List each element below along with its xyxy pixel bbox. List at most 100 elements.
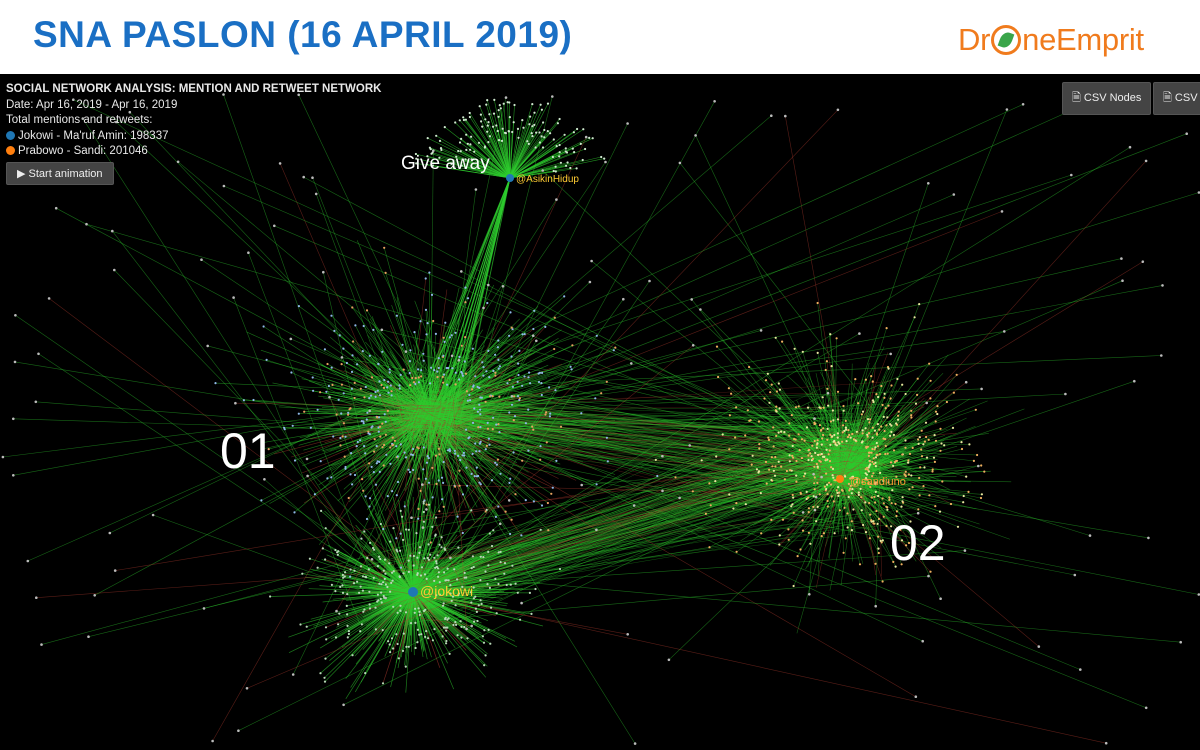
- node[interactable]: [832, 440, 835, 443]
- node[interactable]: [444, 321, 447, 324]
- node[interactable]: [384, 583, 387, 586]
- node[interactable]: [910, 416, 913, 419]
- node[interactable]: [422, 446, 425, 449]
- node[interactable]: [832, 500, 835, 503]
- node[interactable]: [326, 477, 329, 480]
- node[interactable]: [398, 384, 401, 387]
- node[interactable]: [364, 452, 367, 455]
- node[interactable]: [269, 595, 272, 598]
- node[interactable]: [321, 547, 324, 550]
- node[interactable]: [360, 623, 363, 626]
- node[interactable]: [247, 251, 250, 254]
- node[interactable]: [435, 594, 438, 597]
- node[interactable]: [604, 160, 607, 164]
- node[interactable]: [910, 409, 913, 412]
- node[interactable]: [417, 507, 420, 510]
- node[interactable]: [374, 390, 377, 394]
- node[interactable]: [849, 487, 852, 490]
- node[interactable]: [804, 472, 807, 475]
- node[interactable]: [475, 475, 478, 478]
- node[interactable]: [847, 495, 850, 499]
- node[interactable]: [417, 376, 420, 379]
- node[interactable]: [297, 412, 300, 415]
- node[interactable]: [363, 608, 366, 611]
- node[interactable]: [453, 449, 456, 452]
- node[interactable]: [836, 432, 840, 435]
- node[interactable]: [451, 367, 454, 370]
- node[interactable]: [852, 508, 855, 511]
- node[interactable]: [316, 566, 319, 569]
- node[interactable]: [508, 411, 511, 414]
- node[interactable]: [805, 490, 808, 493]
- node[interactable]: [422, 510, 425, 514]
- node[interactable]: [505, 583, 508, 587]
- node[interactable]: [382, 464, 385, 467]
- node[interactable]: [861, 481, 864, 484]
- node[interactable]: [854, 439, 857, 442]
- node[interactable]: [859, 487, 862, 490]
- node[interactable]: [758, 443, 761, 446]
- node[interactable]: [344, 571, 347, 574]
- node[interactable]: [788, 460, 791, 463]
- node[interactable]: [339, 436, 342, 440]
- node[interactable]: [715, 455, 718, 458]
- node[interactable]: [820, 535, 823, 538]
- node[interactable]: [492, 529, 495, 532]
- node[interactable]: [780, 465, 783, 468]
- node[interactable]: [346, 624, 349, 628]
- node[interactable]: [790, 505, 793, 508]
- node[interactable]: [901, 453, 904, 456]
- node[interactable]: [324, 527, 327, 530]
- node[interactable]: [654, 458, 657, 461]
- node[interactable]: [545, 411, 548, 414]
- node[interactable]: [826, 387, 829, 390]
- node[interactable]: [816, 481, 819, 484]
- node[interactable]: [418, 551, 421, 554]
- node[interactable]: [290, 371, 293, 374]
- node[interactable]: [867, 482, 870, 485]
- node[interactable]: [399, 373, 402, 376]
- node[interactable]: [485, 444, 488, 447]
- node[interactable]: [584, 135, 588, 139]
- node[interactable]: [429, 553, 432, 556]
- node[interactable]: [440, 546, 443, 549]
- node[interactable]: [834, 443, 837, 446]
- node[interactable]: [855, 481, 859, 484]
- node[interactable]: [813, 476, 816, 479]
- node[interactable]: [377, 362, 380, 365]
- node[interactable]: [416, 573, 419, 576]
- node[interactable]: [507, 499, 511, 502]
- node[interactable]: [412, 447, 415, 451]
- node[interactable]: [774, 465, 777, 468]
- node[interactable]: [864, 478, 867, 481]
- node[interactable]: [425, 503, 428, 506]
- node[interactable]: [491, 395, 494, 398]
- node[interactable]: [13, 360, 17, 364]
- node[interactable]: [528, 591, 532, 595]
- node[interactable]: [1064, 392, 1067, 396]
- node[interactable]: [883, 392, 886, 395]
- node[interactable]: [480, 602, 483, 606]
- start-animation-button[interactable]: ▶ Start animation: [6, 162, 114, 185]
- node[interactable]: [531, 425, 534, 428]
- node[interactable]: [470, 135, 473, 138]
- node[interactable]: [554, 170, 557, 173]
- node[interactable]: [492, 369, 495, 372]
- node[interactable]: [866, 418, 870, 421]
- node[interactable]: [334, 636, 338, 639]
- node[interactable]: [486, 124, 489, 127]
- node[interactable]: [482, 641, 486, 644]
- node[interactable]: [867, 466, 870, 469]
- node[interactable]: [846, 435, 850, 439]
- node[interactable]: [899, 528, 902, 531]
- node[interactable]: [813, 439, 816, 443]
- node[interactable]: [449, 584, 452, 587]
- node[interactable]: [876, 423, 880, 426]
- node[interactable]: [345, 604, 348, 608]
- node[interactable]: [569, 365, 572, 368]
- node[interactable]: [546, 102, 550, 105]
- node[interactable]: [346, 593, 349, 596]
- node[interactable]: [473, 407, 476, 410]
- node[interactable]: [1079, 668, 1082, 671]
- node[interactable]: [423, 557, 426, 560]
